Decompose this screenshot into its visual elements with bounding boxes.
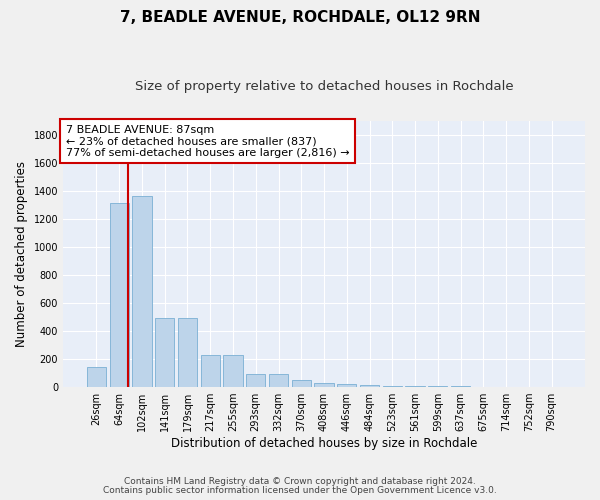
Title: Size of property relative to detached houses in Rochdale: Size of property relative to detached ho… — [135, 80, 514, 93]
Text: 7 BEADLE AVENUE: 87sqm
← 23% of detached houses are smaller (837)
77% of semi-de: 7 BEADLE AVENUE: 87sqm ← 23% of detached… — [65, 124, 349, 158]
Y-axis label: Number of detached properties: Number of detached properties — [15, 161, 28, 347]
Bar — [428, 386, 448, 387]
Bar — [383, 386, 402, 387]
Bar — [246, 374, 265, 387]
Bar — [406, 386, 425, 387]
Bar — [314, 383, 334, 387]
Bar — [337, 384, 356, 387]
Bar — [269, 374, 288, 387]
Text: Contains public sector information licensed under the Open Government Licence v3: Contains public sector information licen… — [103, 486, 497, 495]
Bar — [110, 204, 129, 387]
Bar — [292, 380, 311, 387]
Text: Contains HM Land Registry data © Crown copyright and database right 2024.: Contains HM Land Registry data © Crown c… — [124, 477, 476, 486]
Bar — [132, 196, 152, 387]
Bar — [155, 318, 175, 387]
Bar — [178, 318, 197, 387]
Bar — [200, 355, 220, 387]
Bar — [223, 355, 242, 387]
Bar — [451, 386, 470, 387]
X-axis label: Distribution of detached houses by size in Rochdale: Distribution of detached houses by size … — [171, 437, 477, 450]
Text: 7, BEADLE AVENUE, ROCHDALE, OL12 9RN: 7, BEADLE AVENUE, ROCHDALE, OL12 9RN — [120, 10, 480, 25]
Bar — [360, 385, 379, 387]
Bar — [87, 368, 106, 387]
